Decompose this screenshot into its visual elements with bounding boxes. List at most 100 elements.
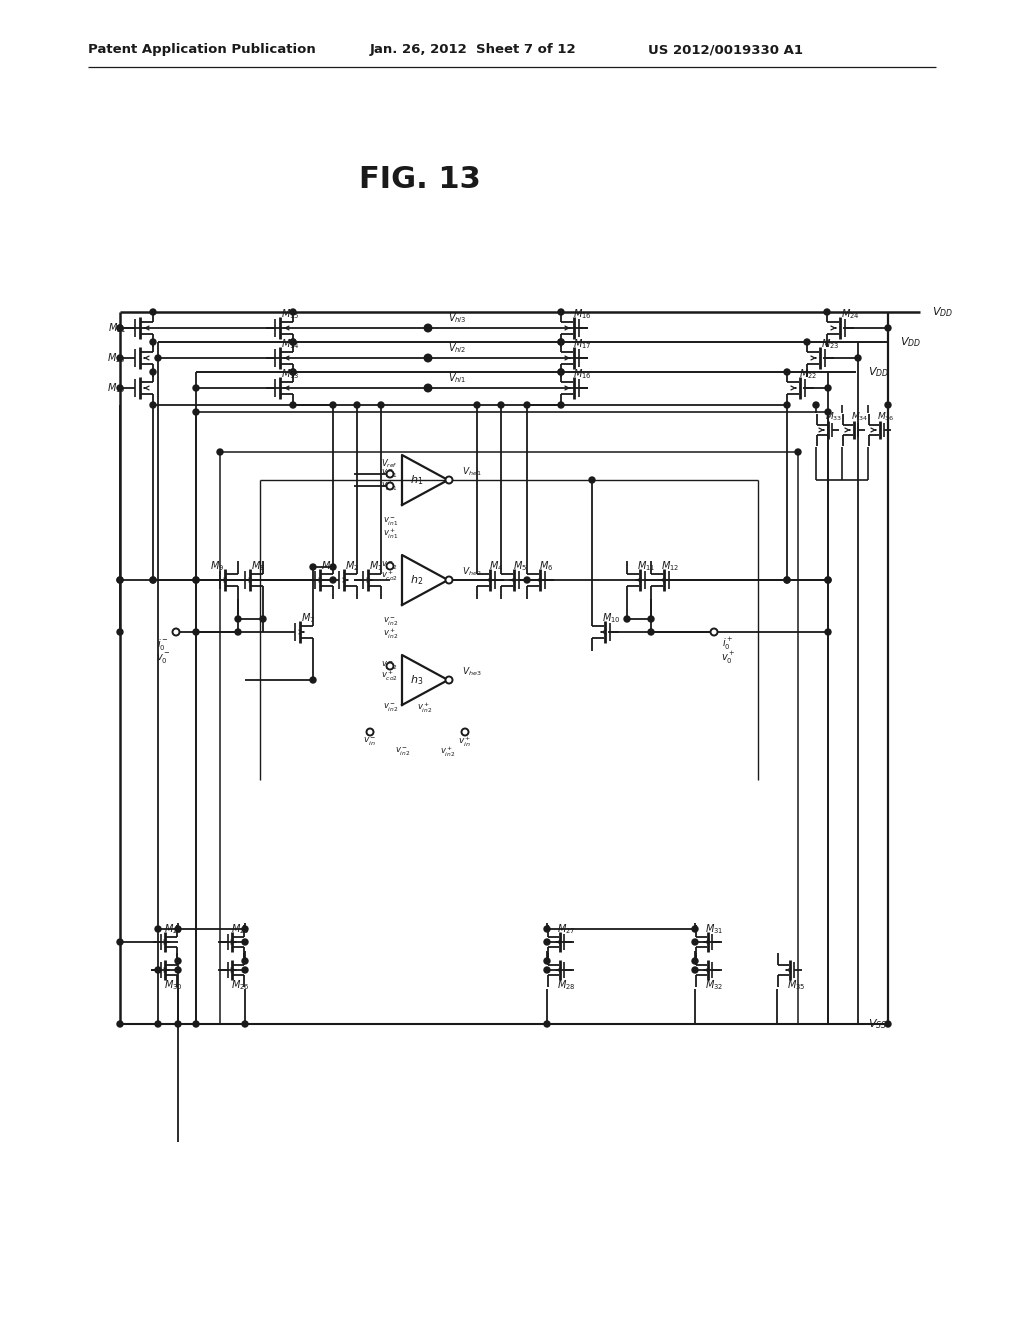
Text: $M_{10}$: $M_{10}$: [602, 611, 621, 624]
Circle shape: [193, 577, 199, 583]
Circle shape: [175, 958, 181, 964]
Circle shape: [544, 939, 550, 945]
Circle shape: [784, 403, 790, 408]
Circle shape: [193, 577, 199, 583]
Circle shape: [445, 477, 453, 483]
Text: $v^-_{in2}$: $v^-_{in2}$: [383, 616, 398, 628]
Circle shape: [290, 339, 296, 345]
Text: $V_{DD}$: $V_{DD}$: [900, 335, 922, 348]
Text: $v^+_{co2}$: $v^+_{co2}$: [381, 669, 398, 684]
Circle shape: [150, 577, 156, 583]
Text: $V_{hi3}$: $V_{hi3}$: [449, 312, 467, 325]
Circle shape: [824, 309, 830, 315]
Circle shape: [310, 564, 316, 570]
Text: $v^-_{in}$: $v^-_{in}$: [364, 737, 377, 748]
Text: $M_{16}$: $M_{16}$: [572, 367, 591, 381]
Circle shape: [692, 927, 698, 932]
Text: $M_{15}$: $M_{15}$: [281, 308, 299, 321]
Text: $M_{24}$: $M_{24}$: [841, 308, 859, 321]
Text: $M_{14}$: $M_{14}$: [281, 337, 299, 351]
Circle shape: [242, 1020, 248, 1027]
Circle shape: [386, 483, 393, 490]
Text: $v^+_{in1}$: $v^+_{in1}$: [383, 527, 398, 541]
Circle shape: [330, 403, 336, 408]
Text: $v^-_{co2}$: $v^-_{co2}$: [381, 560, 398, 572]
Circle shape: [498, 403, 504, 408]
Text: $M_{30}$: $M_{30}$: [164, 978, 182, 991]
Text: $M_7$: $M_7$: [301, 611, 315, 624]
Circle shape: [290, 309, 296, 315]
Circle shape: [648, 616, 654, 622]
Circle shape: [117, 939, 123, 945]
Circle shape: [290, 370, 296, 375]
Circle shape: [544, 1020, 550, 1027]
Circle shape: [386, 562, 393, 569]
Circle shape: [558, 370, 564, 375]
Circle shape: [784, 370, 790, 375]
Circle shape: [692, 968, 698, 973]
Text: $V_{DD}$: $V_{DD}$: [868, 366, 889, 379]
Circle shape: [155, 1020, 161, 1027]
Circle shape: [558, 403, 564, 408]
Circle shape: [474, 403, 480, 408]
Circle shape: [193, 1020, 199, 1027]
Text: $M_{32}$: $M_{32}$: [705, 978, 723, 991]
Text: $M_{22}$: $M_{22}$: [799, 367, 817, 381]
Text: $V_{hi2}$: $V_{hi2}$: [449, 341, 467, 355]
Circle shape: [330, 564, 336, 570]
Text: $h_3$: $h_3$: [411, 673, 424, 686]
Circle shape: [589, 477, 595, 483]
Circle shape: [386, 470, 393, 478]
Circle shape: [692, 958, 698, 964]
Circle shape: [242, 927, 248, 932]
Circle shape: [172, 628, 179, 635]
Circle shape: [804, 339, 810, 345]
Circle shape: [624, 616, 630, 622]
Circle shape: [825, 409, 831, 414]
Text: $V_{he2}$: $V_{he2}$: [462, 566, 481, 578]
Circle shape: [193, 385, 199, 391]
Circle shape: [558, 370, 564, 375]
Circle shape: [354, 403, 360, 408]
Circle shape: [711, 628, 718, 635]
Text: $V_{SS}$: $V_{SS}$: [868, 1018, 887, 1031]
Circle shape: [648, 630, 654, 635]
Text: $M_6$: $M_6$: [539, 560, 553, 573]
Text: $v^+_{in2}$: $v^+_{in2}$: [383, 627, 398, 642]
Text: $M_{29}$: $M_{29}$: [164, 923, 182, 936]
Text: Jan. 26, 2012  Sheet 7 of 12: Jan. 26, 2012 Sheet 7 of 12: [370, 44, 577, 57]
Text: $V_{DD}$: $V_{DD}$: [932, 305, 953, 319]
Circle shape: [425, 325, 431, 331]
Text: $v^+_{in2}$: $v^+_{in2}$: [417, 701, 432, 715]
Circle shape: [544, 927, 550, 932]
Text: $v^+_0$: $v^+_0$: [721, 649, 735, 667]
Circle shape: [386, 663, 393, 669]
Text: $v^+_{in2}$: $v^+_{in2}$: [440, 744, 456, 759]
Circle shape: [524, 403, 530, 408]
Circle shape: [150, 577, 156, 583]
Circle shape: [290, 403, 296, 408]
Circle shape: [425, 385, 431, 391]
Text: $M_{17}$: $M_{17}$: [572, 337, 591, 351]
Circle shape: [117, 325, 123, 331]
Text: $i^+_0$: $i^+_0$: [722, 636, 734, 652]
Text: $M_{19}$: $M_{19}$: [108, 381, 126, 395]
Circle shape: [310, 677, 316, 682]
Circle shape: [813, 403, 819, 408]
Text: $M_5$: $M_5$: [513, 560, 527, 573]
Text: $M_{25}$: $M_{25}$: [230, 923, 249, 936]
Circle shape: [242, 968, 248, 973]
Text: $M_{27}$: $M_{27}$: [557, 923, 575, 936]
Text: $i^-_0$: $i^-_0$: [157, 636, 169, 652]
Text: $v^+_{co1}$: $v^+_{co1}$: [381, 479, 398, 494]
Circle shape: [242, 939, 248, 945]
Text: $M_{33}$: $M_{33}$: [825, 411, 843, 424]
Text: $M_8$: $M_8$: [251, 560, 265, 573]
Circle shape: [784, 577, 790, 583]
Text: $v^-_{co2}$: $v^-_{co2}$: [381, 660, 398, 672]
Text: $v^-_{in2}$: $v^-_{in2}$: [383, 702, 398, 714]
Circle shape: [150, 309, 156, 315]
Text: $M_1$: $M_1$: [369, 560, 383, 573]
Text: $M_9$: $M_9$: [210, 560, 224, 573]
Text: $M_3$: $M_3$: [321, 560, 335, 573]
